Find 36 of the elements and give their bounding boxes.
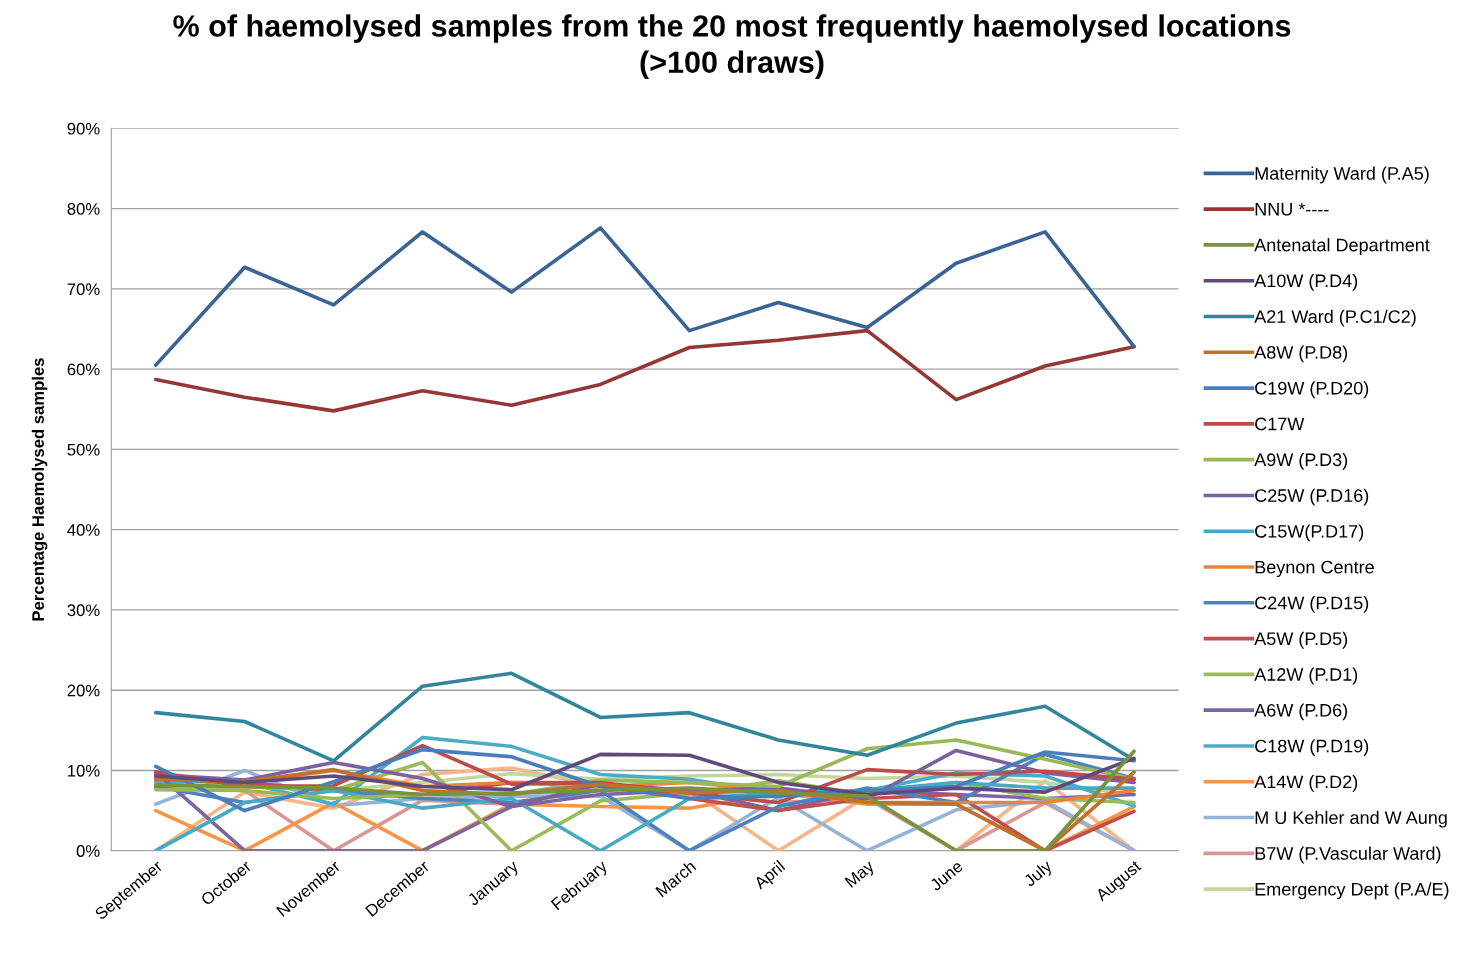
y-axis-title: Percentage Haemolysed samples [31, 358, 48, 621]
legend-label: A10W (P.D4) [1254, 273, 1358, 291]
legend-label: Maternity Ward (P.A5) [1255, 166, 1429, 184]
y-tick-label: 10% [68, 764, 100, 777]
y-tick-label: 30% [67, 604, 100, 617]
legend-label: C19W (P.D20) [1255, 381, 1369, 399]
legend-label: NNU *---- [1255, 203, 1329, 216]
y-tick-label: 50% [67, 443, 100, 456]
x-tick-label: May [844, 859, 878, 891]
legend-label: A9W (P.D3) [1254, 452, 1348, 470]
legend-label: A6W (P.D6) [1254, 703, 1348, 721]
x-tick-label: July [1022, 859, 1056, 890]
legend-label: C17W [1255, 417, 1305, 431]
legend-label: A5W (P.D5) [1254, 631, 1348, 649]
x-tick-label: June [929, 859, 964, 892]
y-tick-label: 80% [67, 203, 100, 215]
y-tick-label: 20% [67, 684, 100, 697]
legend-label: C18W (P.D19) [1255, 739, 1369, 757]
legend-label: Emergency Dept (P.A/E) [1255, 882, 1449, 900]
legend-label: C15W(P.D17) [1255, 524, 1364, 542]
y-tick-label: 70% [67, 283, 100, 296]
legend-label: C25W (P.D16) [1255, 488, 1369, 506]
legend-label: B7W (P.Vascular Ward) [1255, 846, 1441, 864]
chart-title: % of haemolysed samples from the 20 most frequently haemolysed locations (>100 draws) [173, 14, 1291, 80]
legend-label: M U Kehler and W Aung [1255, 810, 1447, 828]
legend-label: A12W (P.D1) [1254, 667, 1358, 685]
legend-label: A21 Ward (P.C1/C2) [1254, 309, 1416, 327]
legend-label: Antenatal Department [1254, 238, 1430, 255]
y-tick-label: 0% [76, 845, 100, 857]
y-tick-label: 40% [67, 524, 100, 536]
y-tick-label: 60% [67, 363, 100, 376]
legend-label: A14W (P.D2) [1254, 774, 1358, 792]
legend-label: Beynon Centre [1255, 560, 1374, 578]
legend-label: C24W (P.D15) [1255, 596, 1369, 613]
y-tick-label: 90% [67, 122, 100, 135]
legend-label: A8W (P.D8) [1254, 345, 1348, 363]
